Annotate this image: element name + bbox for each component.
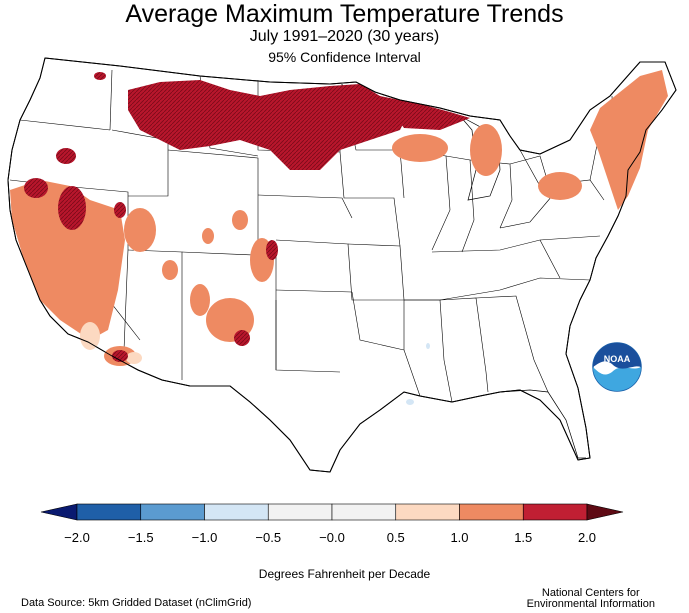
legend-tick-label: 2.0 <box>577 530 597 545</box>
legend-tick-label: 1.5 <box>514 530 533 545</box>
legend-swatch-2 <box>204 503 269 521</box>
legend-under-arrow <box>40 503 78 521</box>
noaa-logo-text: NOAA <box>604 354 631 364</box>
legend-tick-label: 0.5 <box>386 530 405 545</box>
trend-regions-negative <box>406 343 430 405</box>
legend-swatch-6 <box>459 503 524 521</box>
trend-regions-medium <box>10 70 668 366</box>
legend-tick-label: −2.0 <box>64 530 90 545</box>
map-title: Average Maximum Temperature Trends <box>125 0 564 28</box>
trend-regions-high <box>24 72 470 362</box>
legend-swatch-5 <box>395 503 460 521</box>
confidence-interval-label: 95% Confidence Interval <box>268 49 421 65</box>
legend-swatch-0 <box>76 503 142 521</box>
legend-swatch-3 <box>267 503 333 521</box>
legend-units: Degrees Fahrenheit per Decade <box>258 567 431 581</box>
legend-tick-label: 1.0 <box>450 530 469 545</box>
florida-outline <box>499 389 586 459</box>
legend-swatch-1 <box>140 503 205 521</box>
map-subtitle: July 1991–2020 (30 years) <box>249 28 440 45</box>
agency-line-2: Environmental Information <box>526 598 655 610</box>
legend-tick-label: −1.5 <box>127 530 154 545</box>
agency-credit: National Centers for Environmental Infor… <box>527 588 655 610</box>
legend-tick-label: −1.0 <box>191 530 218 545</box>
data-source: Data Source: 5km Gridded Dataset (nClimG… <box>21 597 252 609</box>
legend-swatch-7 <box>522 503 588 521</box>
legend-over-arrow <box>586 503 624 521</box>
legend-swatch-4 <box>331 503 397 521</box>
noaa-logo-icon: NOAA <box>592 342 642 392</box>
agency-line-1: National Centers for <box>541 587 640 599</box>
trend-regions-low <box>80 322 142 364</box>
us-temperature-trend-map <box>7 57 677 473</box>
legend-tick-label: −0.0 <box>319 530 345 545</box>
legend-tick-label: −0.5 <box>255 530 282 545</box>
